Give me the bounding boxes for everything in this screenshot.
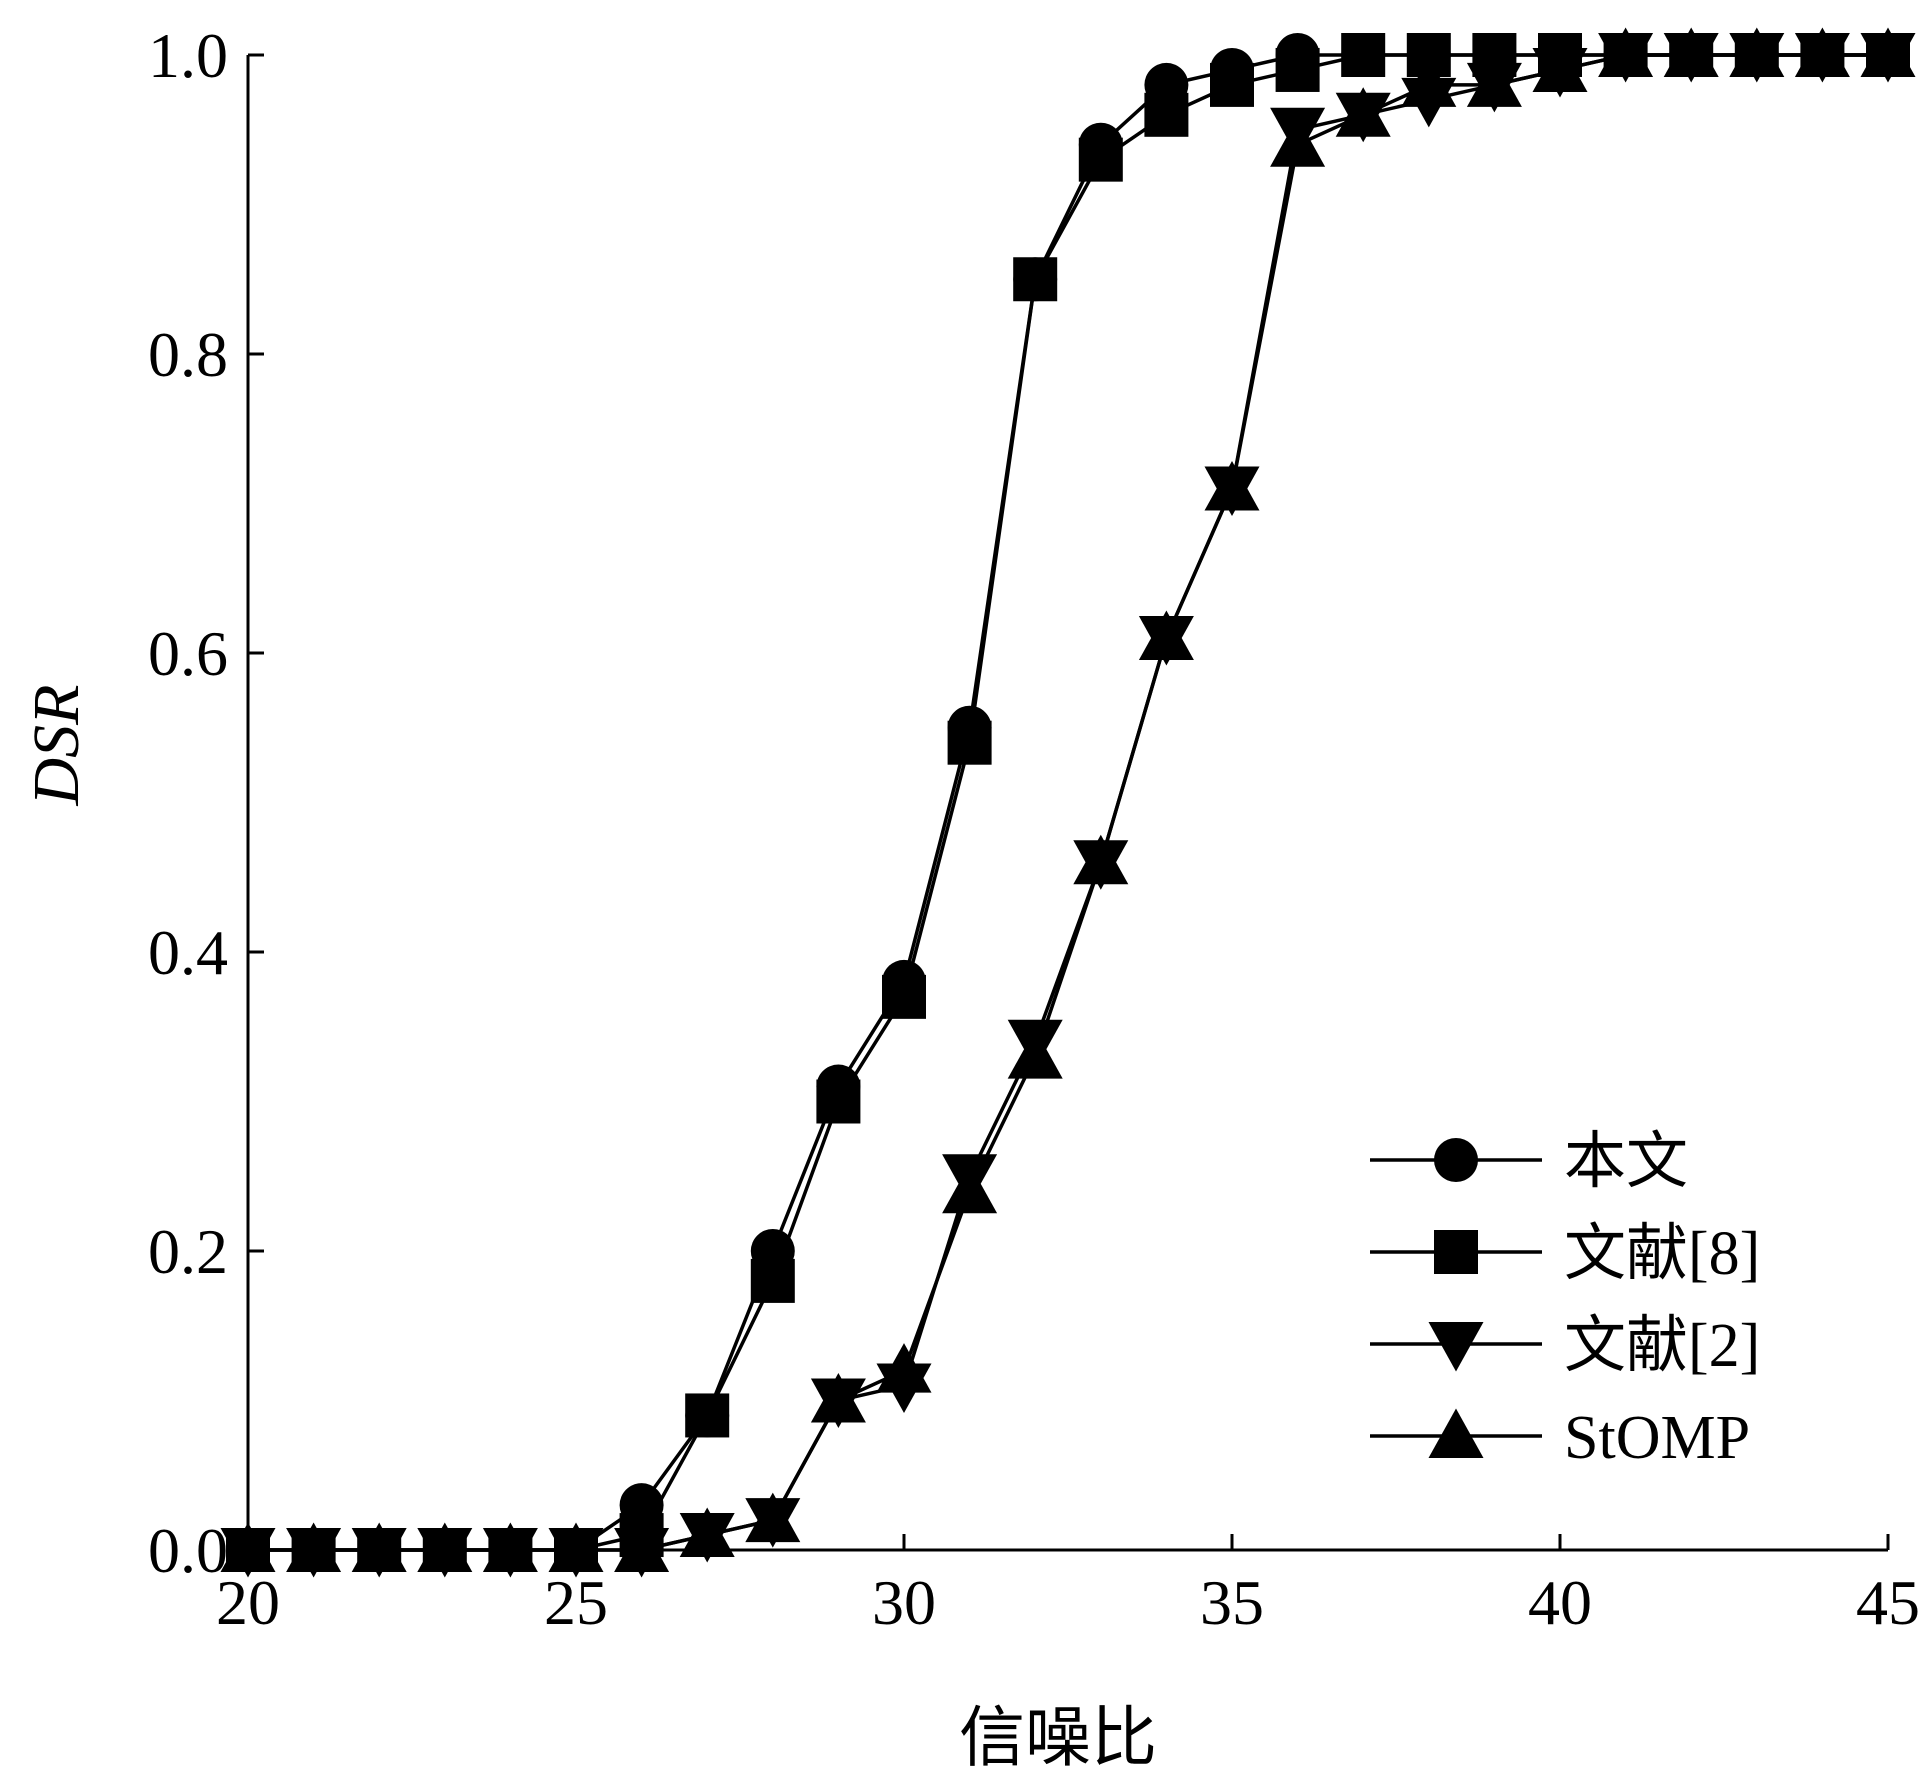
y-tick-label: 1.0 [148, 20, 228, 91]
legend-marker [1434, 1138, 1478, 1182]
data-point [1466, 57, 1522, 107]
data-point [1401, 57, 1457, 107]
y-tick-label: 0.4 [148, 917, 228, 988]
x-tick-label: 40 [1528, 1567, 1592, 1638]
data-point [816, 1079, 861, 1124]
legend-marker [1428, 1408, 1484, 1458]
y-tick-label: 0.6 [148, 618, 228, 689]
data-point [1144, 92, 1189, 137]
data-point [1860, 27, 1916, 77]
data-point [750, 1258, 795, 1303]
data-point [1007, 1029, 1063, 1079]
data-point [1335, 87, 1391, 137]
legend-label: 文献[8] [1564, 1220, 1760, 1288]
data-point [482, 1522, 538, 1572]
legend-item: 文献[2] [1370, 1312, 1760, 1380]
x-tick-label: 20 [216, 1567, 280, 1638]
y-tick-label: 0.8 [148, 319, 228, 390]
data-point [1138, 610, 1194, 661]
axes: 20 25 30 35 40 45 0.0 0.2 0.4 0.6 0.8 1.0 [148, 20, 1920, 1638]
x-tick-label: 25 [544, 1567, 608, 1638]
y-tick-label: 0.2 [148, 1216, 228, 1287]
series-4 [220, 27, 1916, 1572]
data-point [548, 1522, 604, 1572]
data-point [351, 1522, 407, 1572]
data-point [947, 720, 992, 765]
legend-label: StOMP [1564, 1404, 1750, 1472]
x-axis-title: 信噪比 [959, 1702, 1157, 1775]
data-point [614, 1522, 670, 1572]
data-point [417, 1522, 473, 1572]
data-point [1210, 62, 1254, 107]
legend-marker [1434, 1230, 1478, 1274]
legend-label: 文献[2] [1564, 1312, 1760, 1380]
data-point [685, 1393, 730, 1438]
data-point [1270, 117, 1326, 167]
data-point [220, 1522, 276, 1572]
data-point [745, 1492, 801, 1543]
legend-marker [1428, 1322, 1484, 1372]
legend-item: 文献[8] [1370, 1220, 1760, 1288]
data-point [1078, 137, 1123, 182]
x-tick-label: 35 [1200, 1567, 1264, 1638]
data-point [1729, 27, 1785, 77]
data-point [1794, 27, 1850, 77]
data-point [1204, 461, 1260, 511]
series-layer [220, 27, 1916, 1578]
data-point [876, 1343, 932, 1393]
data-point [1013, 257, 1058, 302]
legend-item: 本文 [1370, 1128, 1688, 1196]
x-tick-label: 30 [872, 1567, 936, 1638]
data-point [882, 974, 926, 1019]
data-point [1275, 47, 1320, 92]
data-point [1663, 27, 1719, 77]
data-point [942, 1163, 998, 1214]
data-point [1341, 33, 1386, 77]
legend-item: StOMP [1370, 1404, 1750, 1472]
legend-label: 本文 [1564, 1128, 1688, 1196]
data-point [1073, 834, 1129, 885]
data-point [1598, 27, 1654, 77]
data-point [286, 1522, 342, 1572]
y-axis-title: DSR [20, 685, 93, 807]
data-point [1532, 42, 1588, 92]
data-point [810, 1373, 866, 1423]
x-tick-label: 45 [1856, 1567, 1920, 1638]
data-point [679, 1507, 735, 1558]
y-tick-label: 0.0 [148, 1515, 228, 1586]
